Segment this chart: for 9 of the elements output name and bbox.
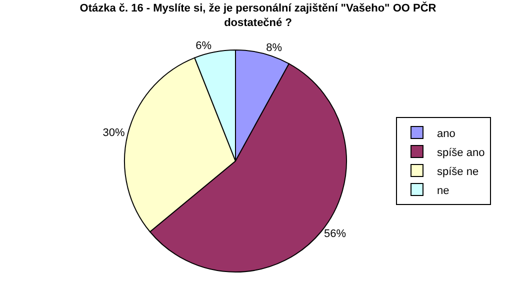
legend-label: ano bbox=[437, 128, 456, 140]
data-label: 8% bbox=[266, 42, 282, 54]
data-label: 30% bbox=[102, 127, 125, 140]
legend-label: ne bbox=[437, 184, 450, 197]
legend-label: spíše ne bbox=[437, 166, 479, 178]
data-label: 56% bbox=[324, 228, 346, 240]
legend-label: spíše ano bbox=[437, 146, 485, 159]
data-label: 6% bbox=[196, 40, 212, 52]
chart-title: Otázka č. 16 - Myslíte si, že je personální zajištění "Vašeho" OO PČR dostatečné ? bbox=[80, 2, 436, 29]
